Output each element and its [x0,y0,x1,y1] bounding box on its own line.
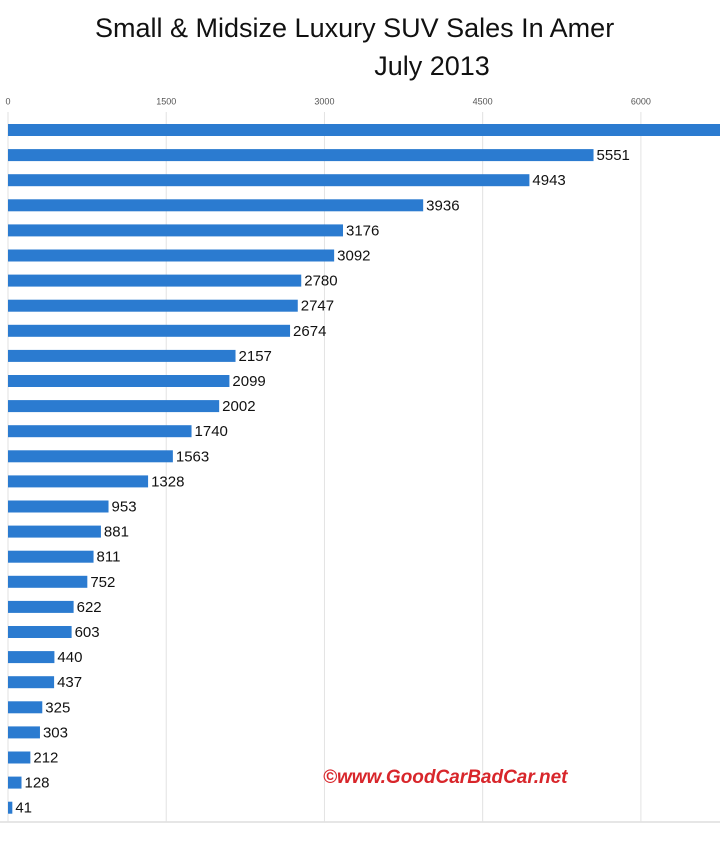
x-tick-label: 4500 [473,96,493,106]
bar [8,776,22,789]
value-label: 4943 [532,172,565,189]
value-label: 2747 [301,298,334,315]
value-label: 811 [97,549,121,566]
bar [8,801,13,814]
bar [8,400,220,413]
value-label: 881 [104,524,129,541]
value-label: 3936 [426,197,459,214]
value-label: 3092 [337,247,370,264]
bar [8,726,40,739]
value-label: 2099 [232,373,265,390]
bar [8,349,236,362]
value-label: 128 [25,775,50,792]
bar [8,425,192,438]
bar [8,224,344,237]
bar [8,249,335,262]
chart-subtitle: July 2013 [374,51,490,81]
value-label: 622 [77,599,102,616]
bar [8,375,230,387]
value-label: 2674 [293,323,326,340]
value-label: 212 [33,749,58,766]
bar [8,676,55,689]
value-label: 2002 [222,398,255,415]
x-tick-label: 6000 [631,96,651,106]
value-label: 325 [45,699,70,716]
value-label: 603 [75,624,100,641]
bar [8,525,101,538]
bar [8,274,302,287]
bar [8,450,173,463]
x-tick-label: 3000 [314,96,334,106]
bar [8,475,149,488]
bar [8,701,43,714]
bar [8,174,530,187]
x-tick-label: 0 [5,96,10,106]
value-label: 303 [43,724,68,741]
chart-title: Small & Midsize Luxury SUV Sales In Amer [95,13,614,43]
bar [8,124,720,136]
value-label: 2157 [239,348,272,365]
value-label: 953 [112,498,137,515]
value-label: 3176 [346,222,379,239]
watermark: ©www.GoodCarBadCar.net [323,767,568,788]
bar [8,500,109,513]
value-label: 440 [57,649,82,666]
bar [8,299,298,312]
value-label: 1563 [176,448,209,465]
bar [8,324,291,337]
x-tick-label: 1500 [156,96,176,106]
bar [8,149,594,162]
bar [8,600,74,613]
value-label: 437 [57,674,82,691]
bar [8,651,55,664]
value-label: 752 [90,574,115,591]
value-label: 5551 [597,147,630,164]
value-label: 1328 [151,473,184,490]
bar [8,626,72,638]
value-label: 1740 [195,423,228,440]
bar [8,751,31,764]
bar [8,575,88,588]
value-label: 2780 [304,273,337,290]
value-label: 41 [15,800,32,817]
bar [8,199,424,212]
bar [8,550,94,563]
